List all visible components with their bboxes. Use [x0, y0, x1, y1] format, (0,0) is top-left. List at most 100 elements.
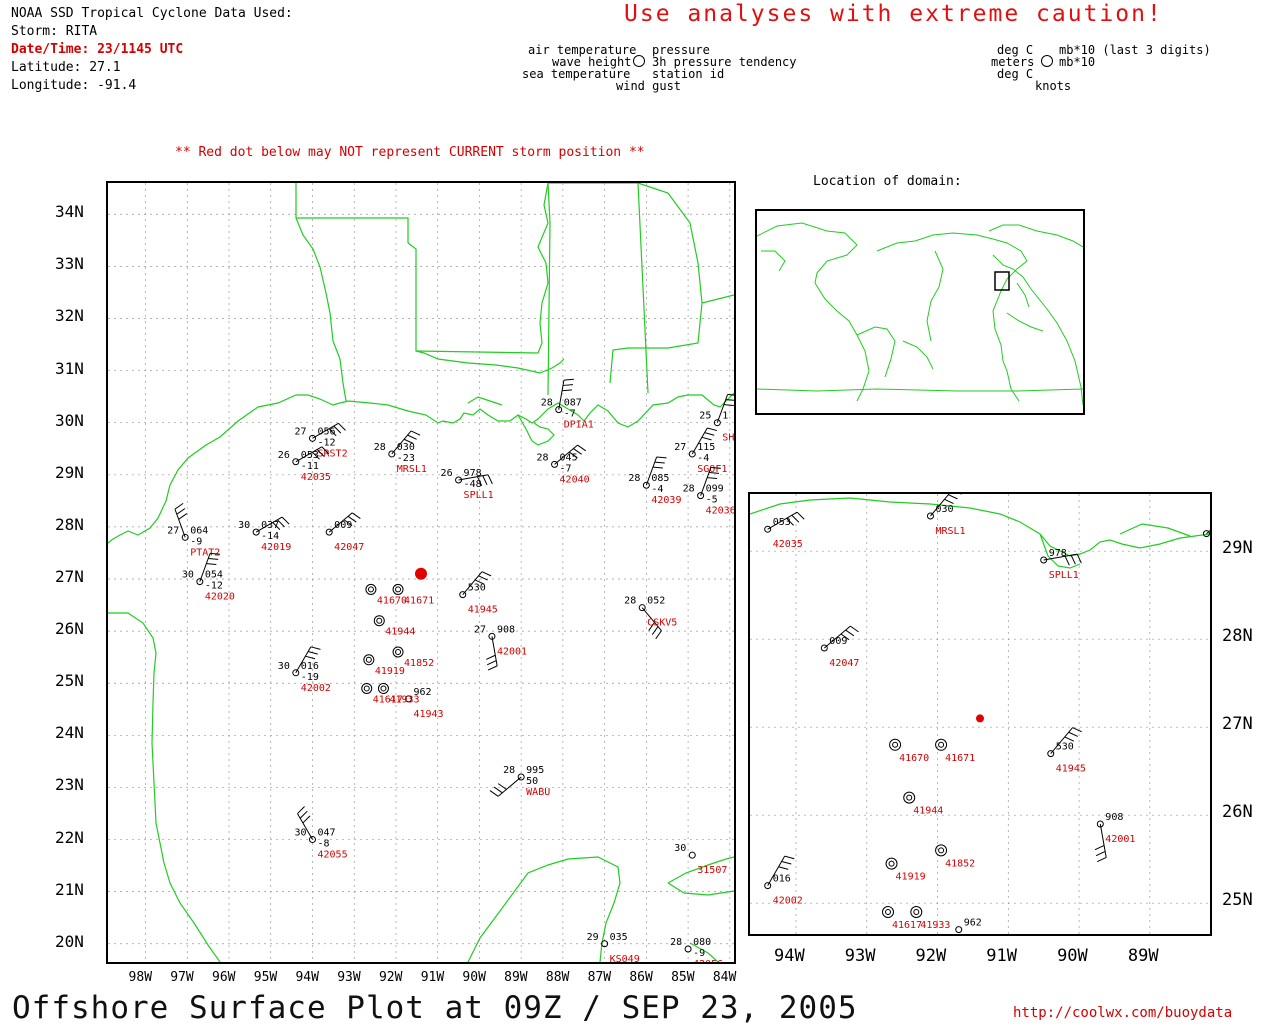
lon-tick-label: 88W — [546, 970, 569, 985]
station-pressure: 099 — [706, 484, 724, 495]
buoy-id: 41944 — [913, 806, 943, 817]
legend-station-circle-icon — [633, 55, 645, 67]
buoy-inner-circle-icon — [914, 910, 919, 915]
inset-wave-buoy[interactable]: 41617 — [883, 907, 923, 932]
lat-tick-label: 26N — [55, 619, 84, 638]
wave-buoy[interactable]: 41670 — [366, 584, 407, 606]
station-tendency: -14 — [261, 531, 279, 542]
station-air-temp: 28 — [628, 473, 640, 484]
station-tendency: -11 — [301, 461, 319, 472]
locator-title: Location of domain: — [813, 174, 962, 189]
station-plot[interactable]: 28 052 CSKV5 — [624, 596, 677, 639]
station-pressure: 978 — [464, 468, 482, 479]
buoy-inner-circle-icon — [366, 657, 371, 662]
storm-position-marker[interactable] — [415, 568, 427, 580]
buoy-id: 41852 — [404, 658, 434, 669]
inset-map-coastline — [750, 498, 1210, 568]
station-pressure: 085 — [651, 473, 669, 484]
buoy-outer-circle-icon — [378, 683, 388, 693]
lat-tick-label: 31N — [55, 359, 84, 378]
station-plot[interactable]: 251SHPF1 — [699, 395, 734, 444]
lat-tick-label: 32N — [55, 306, 84, 325]
main-map-stations: 28087-7DPIA1251SHPF127056-12SRST228030-2… — [167, 379, 734, 962]
station-air-temp: 26 — [441, 468, 453, 479]
lat-tick-label: 33N — [55, 254, 84, 273]
station-id: PTAT2 — [190, 547, 220, 558]
inset-storm-position-marker[interactable] — [976, 714, 984, 722]
wave-buoy[interactable]: 41919 — [364, 655, 405, 677]
buoy-id: 41933 — [389, 694, 419, 705]
station-pressure: 054 — [205, 570, 223, 581]
buoy-inner-circle-icon — [377, 618, 382, 623]
station-air-temp: 28 — [670, 937, 682, 948]
inset-lon-tick-label: 93W — [845, 946, 876, 966]
lat-tick-label: 22N — [55, 828, 84, 847]
station-id: 41943 — [413, 709, 443, 720]
lon-tick-label: 98W — [129, 970, 152, 985]
station-pressure: 052 — [647, 596, 665, 607]
inset-wave-buoy[interactable]: 41852 — [936, 845, 976, 870]
station-tendency: -4 — [651, 484, 663, 495]
station-tendency: -9 — [693, 948, 705, 959]
station-id: 42047 — [829, 658, 859, 669]
station-id: 42056 — [693, 959, 723, 962]
station-air-temp: 26 — [278, 450, 290, 461]
buoy-id: 41670 — [377, 595, 407, 606]
inset-station-plot[interactable]: 009 42047 — [821, 626, 859, 669]
station-pressure: 030 — [397, 442, 415, 453]
inset-wave-buoy[interactable]: 41919 — [886, 858, 926, 883]
station-tendency: -12 — [317, 437, 335, 448]
station-air-temp: 28 — [624, 596, 636, 607]
lon-tick-label: 87W — [588, 970, 611, 985]
wave-buoy[interactable]: 41944 — [374, 616, 415, 638]
station-pressure: 087 — [564, 398, 582, 409]
inset-wave-buoy[interactable]: 41670 — [890, 739, 930, 764]
inset-wave-buoy[interactable]: 41671 — [936, 739, 976, 764]
station-id: 42002 — [301, 683, 331, 694]
lat-tick-label: 24N — [55, 723, 84, 742]
station-tendency: -8 — [317, 839, 329, 850]
lon-tick-label: 92W — [379, 970, 402, 985]
station-air-temp: 30 — [238, 520, 250, 531]
buoy-id: 41919 — [375, 666, 405, 677]
station-id: 42040 — [560, 474, 590, 485]
buoy-outer-circle-icon — [366, 584, 376, 594]
station-pressure: 530 — [468, 583, 486, 594]
legend-sea-temperature: sea temperature — [522, 68, 630, 80]
inset-lon-tick-label: 90W — [1057, 946, 1088, 966]
buoy-inner-circle-icon — [939, 742, 944, 747]
station-pressure: 115 — [697, 442, 715, 453]
station-air-temp: 28 — [374, 442, 386, 453]
inset-station-plot[interactable]: 04542040 — [1203, 512, 1210, 555]
source-url-link[interactable]: http://coolwx.com/buoydata — [1013, 1005, 1232, 1021]
station-pressure: 009 — [829, 636, 847, 647]
locator-map — [757, 211, 1083, 413]
station-pressure: 995 — [526, 765, 544, 776]
lon-tick-label: 85W — [671, 970, 694, 985]
station-id: CSKV5 — [647, 618, 677, 629]
buoy-inner-circle-icon — [893, 742, 898, 747]
